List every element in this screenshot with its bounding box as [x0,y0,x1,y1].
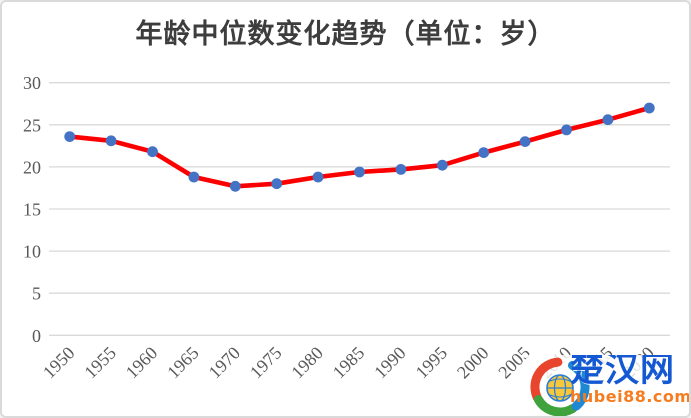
data-point-1960 [147,146,158,158]
data-point-1950 [64,131,76,143]
x-tick-label-1965: 1965 [163,343,203,383]
x-tick-label-1990: 1990 [370,343,410,383]
x-tick-label-1955: 1955 [80,343,120,383]
x-tick-label-1980: 1980 [287,343,327,383]
data-point-1995 [436,159,448,171]
watermark-text: 楚汉网 hubei88.com [570,355,691,406]
data-point-1955 [105,135,117,147]
x-tick-label-1985: 1985 [329,343,369,383]
x-tick-label-1975: 1975 [246,343,286,383]
x-tick-label-1950: 1950 [39,343,79,383]
site-name: 楚汉网 [570,355,675,390]
y-tick-label-25: 25 [23,115,41,135]
y-tick-label-0: 0 [32,326,41,346]
y-tick-label-5: 5 [32,284,41,304]
data-point-2015 [602,114,614,126]
data-point-1965 [188,171,200,183]
watermark: 楚汉网 hubei88.com [526,355,691,416]
data-point-1985 [354,166,365,178]
data-point-1970 [229,180,241,192]
data-point-1990 [395,164,407,175]
logo-green-swoosh [533,395,577,416]
y-tick-label-10: 10 [23,242,41,262]
x-tick-label-1970: 1970 [205,343,245,383]
y-tick-label-30: 30 [23,73,41,93]
data-point-2010 [561,124,572,136]
y-tick-label-20: 20 [23,157,41,177]
x-tick-label-1995: 1995 [412,343,452,383]
chart-title: 年龄中位数变化趋势（单位：岁） [135,19,556,49]
globe-swirl-icon [530,357,590,416]
logo-blue-swoosh [568,360,590,411]
data-point-1980 [312,171,324,183]
data-point-2000 [478,147,490,159]
site-url: hubei88.com [570,386,691,406]
x-tick-label-2000: 2000 [453,343,493,383]
data-point-2020 [643,102,655,114]
data-point-1975 [271,178,283,190]
y-tick-label-15: 15 [23,200,41,220]
x-tick-label-1960: 1960 [122,343,162,383]
logo-red-swoosh [530,357,563,403]
data-point-2005 [519,136,531,148]
